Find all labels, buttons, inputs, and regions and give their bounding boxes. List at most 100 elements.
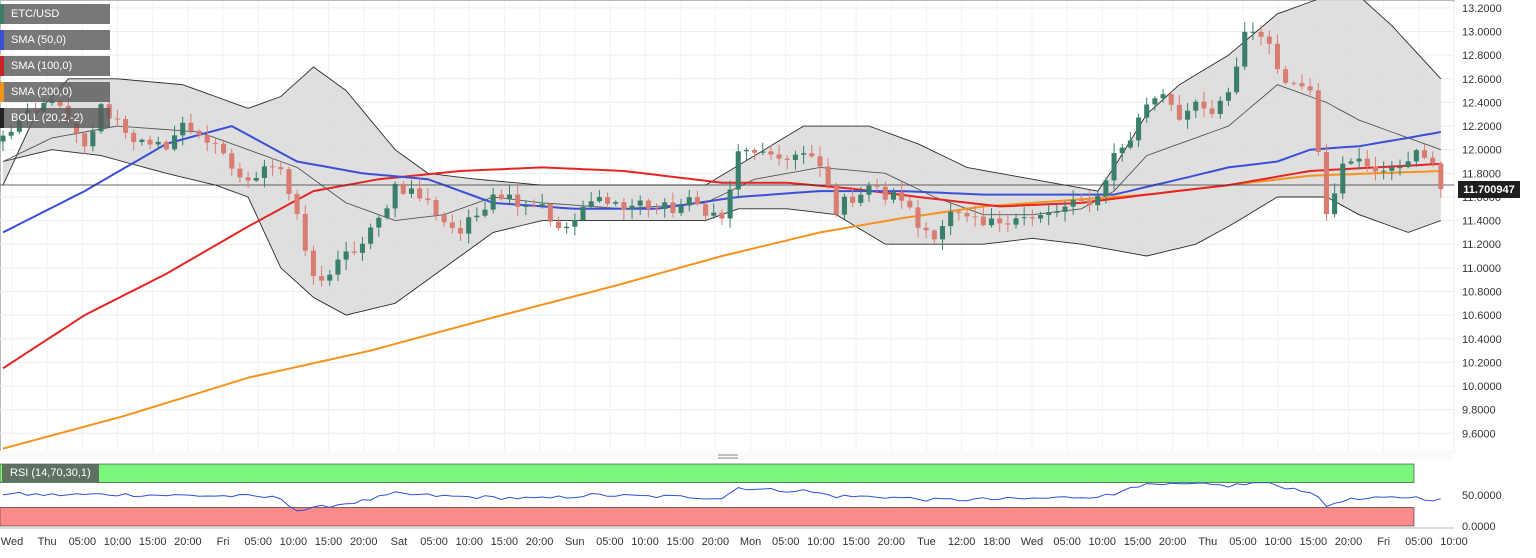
x-tick-label: 05:00	[596, 536, 624, 548]
candle-body	[817, 156, 823, 167]
candle-body	[743, 150, 749, 152]
candle-body	[784, 158, 790, 160]
x-tick-label: Thu	[38, 536, 57, 548]
candle-body	[931, 230, 937, 240]
candle-body	[1095, 195, 1101, 206]
candle-body	[1087, 200, 1093, 206]
x-tick-label: Wed	[1021, 536, 1043, 548]
candle-body	[670, 202, 676, 214]
candle-body	[1250, 31, 1256, 33]
x-tick-label: 10:00	[1089, 536, 1117, 548]
x-tick-label: 05:00	[1405, 536, 1433, 548]
y-tick-label: 10.4000	[1462, 334, 1502, 346]
candle-body	[1307, 86, 1313, 91]
candle-body	[245, 177, 251, 181]
y-tick-label: 12.2000	[1462, 121, 1502, 133]
x-tick-label: 20:00	[1335, 536, 1363, 548]
candle-body	[719, 212, 725, 219]
candle-body	[825, 166, 831, 186]
axis-layer: 13.2000 13.0000 12.8000 12.6000 12.4000 12.20…	[1, 3, 1502, 548]
y-tick-label: 11.4000	[1462, 216, 1501, 228]
candle-body	[1315, 90, 1321, 152]
legend-item-sma50[interactable]: SMA (50,0)	[0, 30, 110, 50]
candle-body	[1340, 163, 1346, 194]
x-tick-label: 20:00	[702, 536, 730, 548]
legend-label: ETC/USD	[11, 8, 60, 20]
candle-body	[694, 197, 700, 205]
candle-body	[433, 200, 439, 216]
y-tick-label: 10.6000	[1462, 310, 1502, 322]
candle-body	[1234, 66, 1240, 93]
candle-body	[564, 226, 570, 229]
candle-body	[368, 227, 374, 244]
legend-label: SMA (100,0)	[11, 60, 73, 72]
legend-item-etcusd[interactable]: ETC/USD	[0, 4, 110, 24]
candle-body	[1217, 100, 1223, 114]
candle-body	[1103, 180, 1109, 196]
candle-body	[776, 154, 782, 159]
x-tick-label: 20:00	[1159, 536, 1187, 548]
candle-body	[850, 196, 856, 203]
x-tick-label: Thu	[1198, 536, 1217, 548]
candle-body	[1291, 82, 1297, 84]
candle-body	[1078, 199, 1084, 201]
legend-item-boll[interactable]: BOLL (20,2,-2)	[0, 108, 110, 128]
candle-body	[654, 208, 660, 210]
x-tick-label: 15:00	[1300, 536, 1328, 548]
candle-body	[351, 251, 357, 253]
y-tick-label: 12.0000	[1462, 145, 1502, 157]
candle-body	[180, 122, 186, 136]
rsi-legend-label[interactable]: RSI (14,70,30,1)	[2, 464, 99, 482]
candle-body	[8, 131, 14, 136]
candle-body	[196, 130, 202, 136]
candle-body	[172, 135, 178, 150]
bollinger-upper-line	[2, 0, 1442, 192]
candle-body	[980, 216, 986, 226]
candle-body	[123, 119, 129, 133]
candle-body	[629, 205, 635, 210]
candle-body	[1046, 212, 1052, 216]
candle-body	[1152, 98, 1158, 105]
candle-body	[907, 200, 913, 208]
x-tick-label: 15:00	[491, 536, 519, 548]
x-tick-label: Sat	[391, 536, 408, 548]
candle-body	[882, 186, 888, 200]
candle-body	[1037, 215, 1044, 219]
candle-body	[703, 204, 709, 216]
candle-body	[1160, 94, 1166, 99]
candle-body	[1421, 150, 1428, 158]
candle-body	[327, 274, 333, 281]
x-tick-label: 20:00	[878, 536, 906, 548]
candle-body	[498, 194, 504, 200]
candle-body	[229, 153, 235, 169]
candle-body	[204, 135, 210, 143]
candle-body	[270, 166, 276, 168]
x-tick-label: 20:00	[526, 536, 554, 548]
x-tick-label: 15:00	[842, 536, 870, 548]
candle-body	[841, 196, 847, 215]
candle-body	[621, 202, 627, 210]
candle-body	[874, 185, 880, 187]
legend-label: SMA (200,0)	[11, 86, 73, 98]
candle-body	[768, 151, 774, 155]
y-tick-label: 13.0000	[1462, 27, 1502, 39]
legend-item-sma100[interactable]: SMA (100,0)	[0, 56, 110, 76]
candle-body	[278, 167, 284, 170]
candle-body	[645, 200, 651, 209]
candle-body	[188, 122, 194, 131]
candle-body	[482, 209, 488, 216]
candle-body	[294, 193, 300, 214]
candles-layer	[0, 21, 1444, 287]
candle-body	[531, 205, 537, 207]
candle-body	[866, 185, 872, 195]
x-tick-label: 15:00	[139, 536, 167, 548]
legend-item-sma200[interactable]: SMA (200,0)	[0, 82, 110, 102]
y-tick-label: 12.8000	[1462, 50, 1502, 62]
candle-body	[449, 222, 455, 228]
y-tick-label: 10.0000	[1462, 381, 1502, 393]
candle-body	[457, 227, 464, 234]
y-tick-label: 9.6000	[1462, 428, 1496, 440]
candle-body	[441, 215, 447, 223]
candle-body	[400, 183, 406, 194]
